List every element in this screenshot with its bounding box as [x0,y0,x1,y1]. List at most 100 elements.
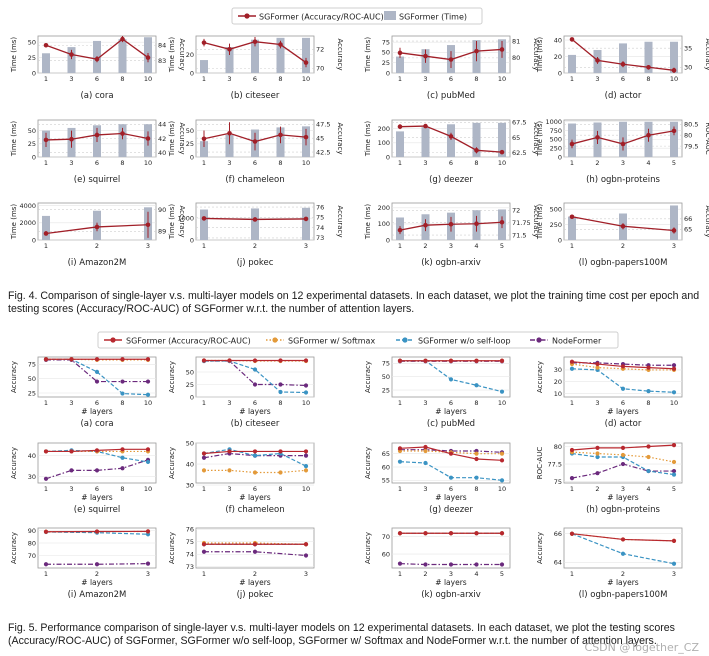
score-point [120,131,125,136]
panel-title: (i) Amazon2M [68,590,127,600]
x-tick-label: 1 [202,159,206,167]
y2-tick-label: 42 [158,135,166,143]
x-tick-label: 1 [44,485,48,493]
series-point-sgformer [499,531,505,536]
series-point-sgformer [397,358,403,363]
x-tick-label: 1 [398,159,402,167]
y-tick-label: 30 [28,473,36,481]
series-point-sgformer [499,358,505,363]
y2-tick-label: 71.5 [512,231,526,239]
series-point-sgformer [145,529,151,534]
y-tick-label: 250 [550,144,562,152]
score-point [499,149,505,155]
fig5-legend-marker-softmax [272,337,278,343]
series-line-nodeformer [203,452,306,459]
fig4-legend-line-marker [244,13,250,19]
series-point-sgformer [646,365,651,370]
x-tick-label: 1 [44,399,48,407]
series-point-sgformer [397,531,403,536]
score-point [569,141,575,147]
time-bar [118,124,127,157]
x-tick-label: 3 [595,399,599,407]
y-tick-label: 0 [32,236,36,244]
time-bar [670,205,678,240]
x-tick-label: 3 [304,570,308,578]
x-axis-label: # layers [239,493,270,502]
series-point-sgformer [252,358,258,363]
y-tick-label: 200 [378,125,390,133]
score-point [397,124,403,129]
fig5-panel-9: 1 2 3 70 80 90 # layers Accuracy (i) Amazon2M [10,527,157,600]
series-point-noselfloop [252,367,258,372]
y-axis-label: Time (ms) [10,204,18,241]
y-tick-label: 50 [382,49,390,57]
y2-axis-label: Accuracy [336,123,344,155]
time-bar [302,207,310,240]
series-point-sgformer [569,447,575,453]
series-point-sgformer [423,444,428,450]
y2-tick-label: 84 [158,42,166,50]
y2-tick-label: 47.5 [316,121,330,129]
y2-tick-label: 71.75 [512,219,531,227]
y2-tick-label: 83 [158,57,166,65]
y-tick-label: 30 [554,366,562,374]
y-tick-label: 25 [382,59,390,67]
series-point-nodeformer [252,382,258,387]
y-axis-label: Time (ms) [536,121,544,158]
x-tick-label: 8 [120,159,124,167]
series-point-noselfloop [252,453,258,458]
series-point-sgformer [145,357,151,362]
x-tick-label: 10 [302,485,310,493]
series-point-sgformer [569,359,575,364]
x-tick-label: 3 [449,242,453,250]
y-tick-label: 60 [382,463,390,471]
time-bar [42,53,50,73]
panel-title: (l) ogbn-papers100M [579,590,668,600]
x-axis-label: # layers [239,578,270,587]
series-point-nodeformer [94,468,100,473]
panel-title: (f) chameleon [225,175,284,185]
x-tick-label: 1 [570,485,574,493]
series-point-sgformer [671,538,677,543]
x-tick-label: 1 [44,242,48,250]
y-axis-label: Time (ms) [168,204,176,241]
fig4-panel-12: 1 2 3 0 250 500 65 66 Time (ms) Accuracy (l) ogbn-… [536,202,709,268]
x-axis-label: # layers [435,578,466,587]
series-point-sgformer [120,447,125,452]
y2-tick-label: 90 [158,206,166,214]
y-axis-label: Accuracy [168,532,176,564]
series-point-softmax [595,451,600,456]
y-tick-label: 100 [378,220,390,228]
score-point [43,42,49,48]
fig5-legend-label-sgformer: SGFormer (Accuracy/ROC-AUC) [126,337,251,346]
series-point-sgformer [43,449,49,454]
fig5-panel-3: 1 3 6 8 10 25 50 75 # layers Accuracy (c) pubMed [364,356,511,429]
y-axis-label: Time (ms) [536,37,544,74]
series-point-noselfloop [474,383,479,388]
series-point-sgformer [423,531,428,536]
score-point [69,52,74,57]
y-tick-label: 50 [28,38,36,46]
series-point-sgformer [201,451,207,456]
x-tick-label: 2 [95,242,99,250]
series-point-noselfloop [145,459,151,465]
x-axis-label: # layers [239,407,270,416]
y-tick-label: 0 [558,69,562,77]
series-point-nodeformer [252,549,258,554]
fig5-legend-marker-noselfloop [402,337,408,343]
x-tick-label: 1 [398,570,402,578]
series-point-nodeformer [303,553,309,558]
fig5-legend: SGFormer (Accuracy/ROC-AUC) SGFormer w/ S… [97,331,619,349]
series-point-noselfloop [448,377,454,382]
y-tick-label: 25 [186,140,194,148]
score-point [303,216,309,222]
time-bar [200,60,208,73]
x-tick-label: 1 [398,75,402,83]
series-point-noselfloop [448,475,454,480]
plot-frame [195,356,315,398]
series-point-nodeformer [620,461,626,467]
series-point-nodeformer [595,471,600,476]
x-tick-label: 3 [672,242,676,250]
x-tick-label: 10 [302,159,310,167]
